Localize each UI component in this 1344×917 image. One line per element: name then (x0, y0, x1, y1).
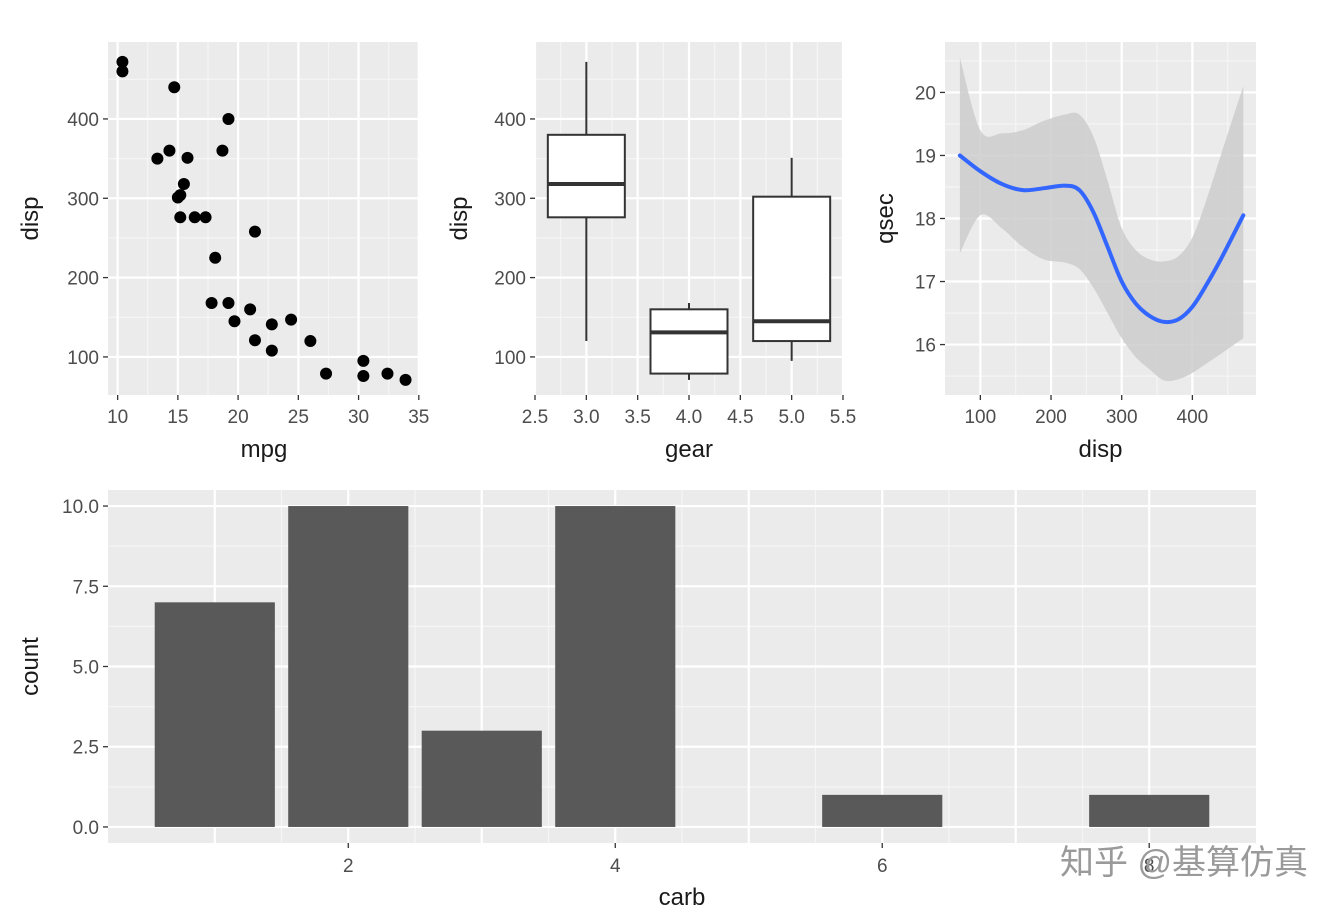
scatter-point (222, 296, 235, 309)
x-tick-label: 2 (343, 856, 354, 877)
scatter-point (151, 152, 164, 165)
x-axis-title: gear (665, 436, 713, 463)
x-tick-label: 5.0 (778, 407, 804, 428)
bar-panel: 2 4 6 8 0.0 2.5 5.0 7.5 10.0 carb count (17, 490, 1256, 911)
x-tick-label: 35 (408, 407, 429, 428)
bar (154, 602, 275, 827)
scatter-point (222, 112, 235, 125)
y-tick-label: 200 (494, 269, 526, 290)
scatter-point (116, 55, 129, 68)
bar (555, 506, 676, 827)
boxplot-panel: 2.5 3.0 3.5 4.0 4.5 5.0 5.5 100 200 300 400 gear dis… (446, 42, 856, 463)
y-tick-label: 200 (67, 269, 99, 290)
y-tick-label: 300 (494, 189, 526, 210)
scatter-point (216, 144, 229, 157)
scatter-point (205, 296, 218, 309)
y-tick-label: 5.0 (73, 658, 99, 679)
y-tick-label: 7.5 (73, 577, 99, 598)
panel-background (108, 42, 420, 395)
x-tick-label: 100 (964, 407, 996, 428)
scatter-point (168, 81, 181, 94)
scatter-point (163, 144, 176, 157)
y-tick-label: 17 (915, 273, 936, 294)
y-tick-label: 10.0 (62, 497, 99, 518)
y-tick-label: 2.5 (73, 738, 99, 759)
scatter-panel: 10 15 20 25 30 35 100 200 300 400 mpg disp (17, 42, 429, 463)
scatter-point (304, 335, 317, 348)
y-tick-label: 100 (494, 348, 526, 369)
y-axis-title: disp (17, 196, 44, 240)
bar (421, 730, 542, 827)
x-axis-title: disp (1078, 436, 1122, 463)
scatter-point (248, 225, 261, 238)
watermark-text: 知乎 @基算仿真 (1060, 844, 1308, 882)
bar (288, 506, 409, 827)
x-tick-label: 300 (1106, 407, 1138, 428)
x-tick-label: 4.5 (727, 407, 753, 428)
x-tick-label: 10 (107, 407, 128, 428)
bar (822, 794, 943, 827)
y-axis-title: disp (446, 196, 473, 240)
y-tick-label: 0.0 (73, 818, 99, 839)
x-tick-label: 4.0 (676, 407, 702, 428)
scatter-point (181, 151, 194, 164)
scatter-point (174, 211, 187, 224)
y-axis-title: count (17, 637, 44, 696)
scatter-point (357, 354, 370, 367)
scatter-point (171, 191, 184, 204)
x-tick-label: 8 (1144, 856, 1155, 877)
y-axis-title: qsec (872, 193, 899, 244)
x-axis-title: mpg (241, 436, 288, 463)
scatter-point (228, 315, 241, 328)
scatter-point (265, 344, 278, 357)
x-tick-label: 15 (167, 407, 188, 428)
x-tick-label: 200 (1035, 407, 1067, 428)
y-tick-label: 400 (67, 110, 99, 131)
scatter-point (244, 303, 257, 316)
box-body (752, 195, 832, 343)
y-tick-label: 300 (67, 189, 99, 210)
y-tick-label: 19 (915, 146, 936, 167)
scatter-point (381, 367, 394, 380)
x-tick-label: 20 (228, 407, 249, 428)
x-tick-label: 4 (610, 856, 621, 877)
y-tick-label: 18 (915, 210, 936, 231)
y-tick-label: 100 (67, 348, 99, 369)
scatter-point (177, 177, 190, 190)
x-tick-label: 25 (288, 407, 309, 428)
box-body (649, 308, 729, 375)
box-body (546, 133, 626, 219)
scatter-point (399, 373, 412, 386)
scatter-point (199, 211, 212, 224)
scatter-point (188, 211, 201, 224)
scatter-point (285, 313, 298, 326)
x-axis-title: carb (659, 884, 706, 911)
x-tick-label: 2.5 (522, 407, 548, 428)
y-tick-label: 400 (494, 110, 526, 131)
scatter-point (116, 65, 129, 78)
scatter-point (357, 369, 370, 382)
scatter-point (248, 334, 261, 347)
x-tick-label: 400 (1177, 407, 1209, 428)
x-tick-label: 3.5 (624, 407, 650, 428)
x-tick-label: 3.0 (573, 407, 599, 428)
scatter-point (320, 367, 333, 380)
x-tick-label: 5.5 (830, 407, 856, 428)
confidence-ribbon (959, 57, 1244, 382)
smooth-line (957, 153, 1246, 325)
x-tick-label: 30 (348, 407, 369, 428)
y-tick-label: 20 (915, 83, 936, 104)
scatter-point (209, 251, 222, 264)
smooth-panel: 100 200 300 400 16 17 18 19 20 disp qsec (872, 42, 1256, 463)
y-tick-label: 16 (915, 336, 936, 357)
bar (1089, 794, 1210, 827)
scatter-point (265, 318, 278, 331)
x-tick-label: 6 (877, 856, 888, 877)
